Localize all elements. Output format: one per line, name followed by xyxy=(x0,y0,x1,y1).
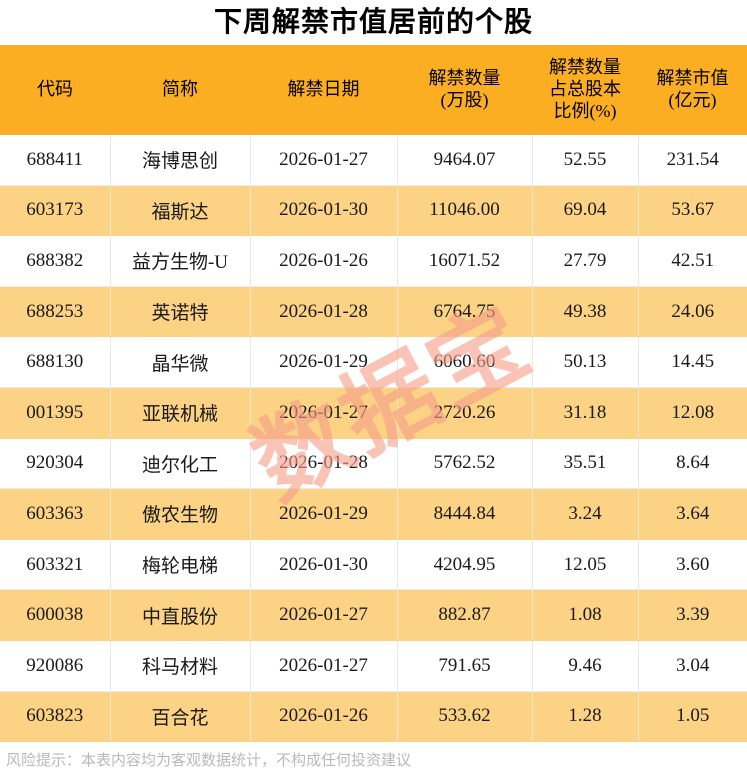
cell-shares: 2720.26 xyxy=(397,387,533,439)
cell-code: 603321 xyxy=(0,539,111,591)
cell-ratio: 27.79 xyxy=(532,235,639,287)
cell-name: 益方生物-U xyxy=(110,235,251,287)
cell-shares: 4204.95 xyxy=(397,539,533,591)
column-header-shares: 解禁数量 (万股) xyxy=(397,45,532,135)
cell-ratio: 31.18 xyxy=(532,387,639,439)
column-header-code: 代码 xyxy=(0,45,110,135)
cell-name: 梅轮电梯 xyxy=(110,539,251,591)
cell-value: 3.64 xyxy=(638,488,747,540)
cell-code: 688382 xyxy=(0,235,111,287)
footer: 风险提示：本表内容均为客观数据统计，不构成任何投资建议 xyxy=(0,742,747,768)
cell-date: 2026-01-30 xyxy=(250,539,398,591)
cell-shares: 6764.75 xyxy=(397,286,533,338)
cell-ratio: 35.51 xyxy=(532,438,639,490)
cell-name: 百合花 xyxy=(110,691,251,743)
table-row: 603321 梅轮电梯 2026-01-30 4204.95 12.05 3.60 xyxy=(0,539,747,591)
cell-ratio: 12.05 xyxy=(532,539,639,591)
cell-shares: 6060.60 xyxy=(397,336,533,388)
table-row: 600038 中直股份 2026-01-27 882.87 1.08 3.39 xyxy=(0,589,747,641)
cell-ratio: 50.13 xyxy=(532,336,639,388)
cell-shares: 791.65 xyxy=(397,640,533,692)
table-row: 001395 亚联机械 2026-01-27 2720.26 31.18 12.08 xyxy=(0,387,747,439)
cell-ratio: 1.08 xyxy=(532,589,639,641)
column-header-date: 解禁日期 xyxy=(250,45,397,135)
cell-name: 亚联机械 xyxy=(110,387,251,439)
column-header-value: 解禁市值 (亿元) xyxy=(638,45,747,135)
cell-ratio: 9.46 xyxy=(532,640,639,692)
table-header-row: 代码 简称 解禁日期 解禁数量 (万股) 解禁数量 占总股本 比例(%) xyxy=(0,45,747,135)
cell-value: 1.05 xyxy=(638,691,747,743)
table-header: 代码 简称 解禁日期 解禁数量 (万股) 解禁数量 占总股本 比例(%) xyxy=(0,45,747,135)
cell-value: 3.04 xyxy=(638,640,747,692)
cell-date: 2026-01-29 xyxy=(250,336,398,388)
table-row: 688253 英诺特 2026-01-28 6764.75 49.38 24.06 xyxy=(0,286,747,338)
cell-ratio: 52.55 xyxy=(532,135,639,186)
cell-date: 2026-01-27 xyxy=(250,135,398,186)
cell-shares: 11046.00 xyxy=(397,185,533,237)
column-header-ratio: 解禁数量 占总股本 比例(%) xyxy=(532,45,638,135)
table-body: 688411 海博思创 2026-01-27 9464.07 52.55 231.54 60… xyxy=(0,135,747,743)
cell-date: 2026-01-26 xyxy=(250,691,398,743)
cell-code: 920086 xyxy=(0,640,111,692)
cell-value: 231.54 xyxy=(638,135,747,186)
cell-name: 海博思创 xyxy=(110,135,251,186)
cell-value: 53.67 xyxy=(638,185,747,237)
cell-code: 001395 xyxy=(0,387,111,439)
cell-date: 2026-01-28 xyxy=(250,286,398,338)
cell-name: 福斯达 xyxy=(110,185,251,237)
cell-code: 600038 xyxy=(0,589,111,641)
cell-name: 晶华微 xyxy=(110,336,251,388)
cell-code: 920304 xyxy=(0,438,111,490)
page-title: 下周解禁市值居前的个股 xyxy=(213,6,533,38)
cell-date: 2026-01-29 xyxy=(250,488,398,540)
table-row: 688130 晶华微 2026-01-29 6060.60 50.13 14.45 xyxy=(0,336,747,388)
cell-ratio: 3.24 xyxy=(532,488,639,540)
cell-date: 2026-01-27 xyxy=(250,589,398,641)
cell-code: 688253 xyxy=(0,286,111,338)
cell-value: 12.08 xyxy=(638,387,747,439)
cell-code: 603823 xyxy=(0,691,111,743)
cell-ratio: 69.04 xyxy=(532,185,639,237)
table-row: 603823 百合花 2026-01-26 533.62 1.28 1.05 xyxy=(0,691,747,743)
cell-value: 42.51 xyxy=(638,235,747,287)
table-row: 688382 益方生物-U 2026-01-26 16071.52 27.79 42.51 xyxy=(0,235,747,287)
cell-shares: 8444.84 xyxy=(397,488,533,540)
table-row: 603363 傲农生物 2026-01-29 8444.84 3.24 3.64 xyxy=(0,488,747,540)
cell-ratio: 1.28 xyxy=(532,691,639,743)
title-bar: 下周解禁市值居前的个股 xyxy=(0,0,747,45)
cell-code: 603173 xyxy=(0,185,111,237)
column-header-name: 简称 xyxy=(110,45,250,135)
cell-code: 603363 xyxy=(0,488,111,540)
cell-date: 2026-01-30 xyxy=(250,185,398,237)
cell-value: 24.06 xyxy=(638,286,747,338)
cell-value: 14.45 xyxy=(638,336,747,388)
cell-code: 688130 xyxy=(0,336,111,388)
cell-shares: 16071.52 xyxy=(397,235,533,287)
risk-disclaimer: 风险提示：本表内容均为客观数据统计，不构成任何投资建议 xyxy=(6,753,412,768)
table-row: 603173 福斯达 2026-01-30 11046.00 69.04 53.67 xyxy=(0,185,747,237)
cell-shares: 533.62 xyxy=(397,691,533,743)
cell-shares: 5762.52 xyxy=(397,438,533,490)
cell-name: 迪尔化工 xyxy=(110,438,251,490)
cell-value: 3.39 xyxy=(638,589,747,641)
cell-date: 2026-01-27 xyxy=(250,640,398,692)
cell-shares: 882.87 xyxy=(397,589,533,641)
cell-name: 中直股份 xyxy=(110,589,251,641)
cell-date: 2026-01-28 xyxy=(250,438,398,490)
cell-value: 8.64 xyxy=(638,438,747,490)
cell-ratio: 49.38 xyxy=(532,286,639,338)
cell-name: 科马材料 xyxy=(110,640,251,692)
unlock-value-table: 代码 简称 解禁日期 解禁数量 (万股) 解禁数量 占总股本 比例(%) xyxy=(0,45,747,743)
table-row: 920304 迪尔化工 2026-01-28 5762.52 35.51 8.64 xyxy=(0,438,747,490)
table-row: 920086 科马材料 2026-01-27 791.65 9.46 3.04 xyxy=(0,640,747,692)
cell-date: 2026-01-26 xyxy=(250,235,398,287)
cell-date: 2026-01-27 xyxy=(250,387,398,439)
cell-value: 3.60 xyxy=(638,539,747,591)
cell-name: 傲农生物 xyxy=(110,488,251,540)
cell-code: 688411 xyxy=(0,135,111,186)
table-row: 688411 海博思创 2026-01-27 9464.07 52.55 231.54 xyxy=(0,135,747,186)
cell-name: 英诺特 xyxy=(110,286,251,338)
cell-shares: 9464.07 xyxy=(397,135,533,186)
